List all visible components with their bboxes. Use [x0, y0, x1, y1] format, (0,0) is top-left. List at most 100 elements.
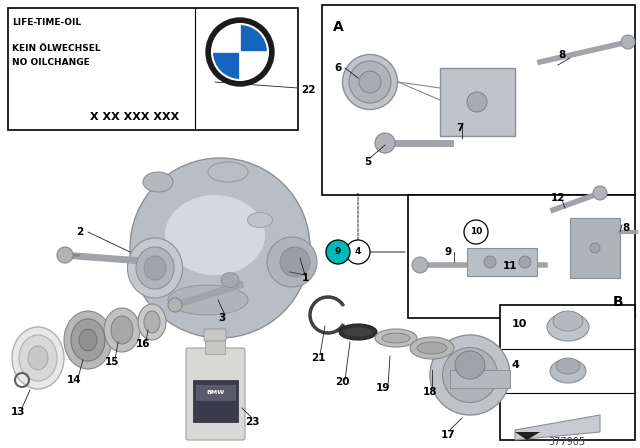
Text: 15: 15 [105, 357, 119, 367]
Ellipse shape [553, 311, 583, 331]
Ellipse shape [28, 346, 48, 370]
Ellipse shape [280, 247, 310, 277]
Ellipse shape [550, 359, 586, 383]
Circle shape [168, 298, 182, 312]
Wedge shape [240, 24, 268, 52]
Text: 4: 4 [355, 247, 361, 257]
Text: X XX XXX XXX: X XX XXX XXX [90, 112, 179, 122]
Text: B: B [612, 295, 623, 309]
Ellipse shape [111, 316, 133, 344]
Ellipse shape [248, 212, 273, 228]
Ellipse shape [138, 304, 166, 340]
Text: BMW: BMW [206, 391, 224, 396]
Text: 9: 9 [444, 247, 452, 257]
Ellipse shape [590, 243, 600, 253]
Ellipse shape [519, 256, 531, 268]
Text: 23: 23 [244, 417, 259, 427]
Circle shape [593, 186, 607, 200]
Text: 2: 2 [76, 227, 84, 237]
Ellipse shape [168, 285, 248, 315]
Text: 14: 14 [67, 375, 81, 385]
Ellipse shape [467, 92, 487, 112]
Bar [467, 248, 537, 276]
Text: A: A [333, 20, 344, 34]
Ellipse shape [130, 158, 310, 338]
Ellipse shape [442, 348, 497, 402]
Text: 377905: 377905 [548, 437, 586, 447]
Ellipse shape [19, 335, 57, 381]
Text: 7: 7 [456, 123, 464, 133]
Text: 1: 1 [301, 273, 308, 283]
Ellipse shape [104, 308, 140, 352]
Text: 10: 10 [512, 319, 527, 329]
Bar [322, 5, 635, 195]
Bar [500, 305, 635, 440]
Wedge shape [212, 24, 240, 52]
Ellipse shape [484, 256, 496, 268]
Text: 5: 5 [364, 157, 372, 167]
Text: 4: 4 [512, 360, 520, 370]
Wedge shape [212, 52, 240, 80]
Circle shape [212, 24, 268, 80]
Circle shape [412, 257, 428, 273]
Ellipse shape [359, 71, 381, 93]
Bar [205, 338, 225, 354]
Ellipse shape [165, 195, 265, 275]
Text: 11: 11 [503, 261, 517, 271]
Ellipse shape [208, 162, 248, 182]
Text: 20: 20 [335, 377, 349, 387]
Ellipse shape [339, 324, 377, 340]
Text: LIFE-TIME-OIL: LIFE-TIME-OIL [12, 18, 81, 27]
Text: KEIN ÖLWECHSEL: KEIN ÖLWECHSEL [12, 44, 100, 53]
Ellipse shape [221, 272, 239, 288]
Bar [450, 370, 510, 388]
Ellipse shape [64, 311, 112, 369]
Circle shape [464, 220, 488, 244]
Bar [440, 68, 515, 136]
Text: 3: 3 [218, 313, 226, 323]
Text: 22: 22 [301, 85, 316, 95]
Text: 12: 12 [551, 193, 565, 203]
Text: NO OILCHANGE: NO OILCHANGE [12, 58, 90, 67]
Ellipse shape [342, 55, 397, 109]
Ellipse shape [12, 327, 64, 389]
Ellipse shape [455, 351, 485, 379]
Circle shape [346, 240, 370, 264]
Bar [193, 380, 238, 422]
Ellipse shape [71, 319, 105, 361]
Circle shape [326, 240, 350, 264]
Ellipse shape [410, 337, 454, 359]
Wedge shape [240, 52, 268, 80]
Circle shape [375, 133, 395, 153]
Bar [8, 8, 298, 130]
FancyBboxPatch shape [204, 329, 226, 341]
Ellipse shape [144, 311, 160, 333]
Text: 8: 8 [622, 223, 630, 233]
Text: 19: 19 [376, 383, 390, 393]
Text: 6: 6 [334, 63, 342, 73]
Ellipse shape [349, 61, 391, 103]
Ellipse shape [417, 342, 447, 354]
Ellipse shape [343, 327, 373, 337]
Bar [196, 385, 236, 401]
Text: 10: 10 [470, 228, 482, 237]
Text: 8: 8 [558, 50, 566, 60]
Bar [408, 195, 635, 318]
Ellipse shape [382, 333, 410, 343]
Circle shape [621, 35, 635, 49]
Ellipse shape [267, 237, 317, 287]
Text: 21: 21 [311, 353, 325, 363]
Polygon shape [515, 415, 600, 440]
Ellipse shape [547, 313, 589, 341]
Text: 13: 13 [11, 407, 25, 417]
FancyBboxPatch shape [186, 348, 245, 440]
Text: 17: 17 [441, 430, 455, 440]
Bar [570, 218, 620, 278]
Ellipse shape [143, 172, 173, 192]
Ellipse shape [127, 238, 182, 298]
Polygon shape [515, 432, 540, 440]
Ellipse shape [136, 247, 174, 289]
Text: 16: 16 [136, 339, 150, 349]
Circle shape [57, 247, 73, 263]
Ellipse shape [79, 329, 97, 351]
